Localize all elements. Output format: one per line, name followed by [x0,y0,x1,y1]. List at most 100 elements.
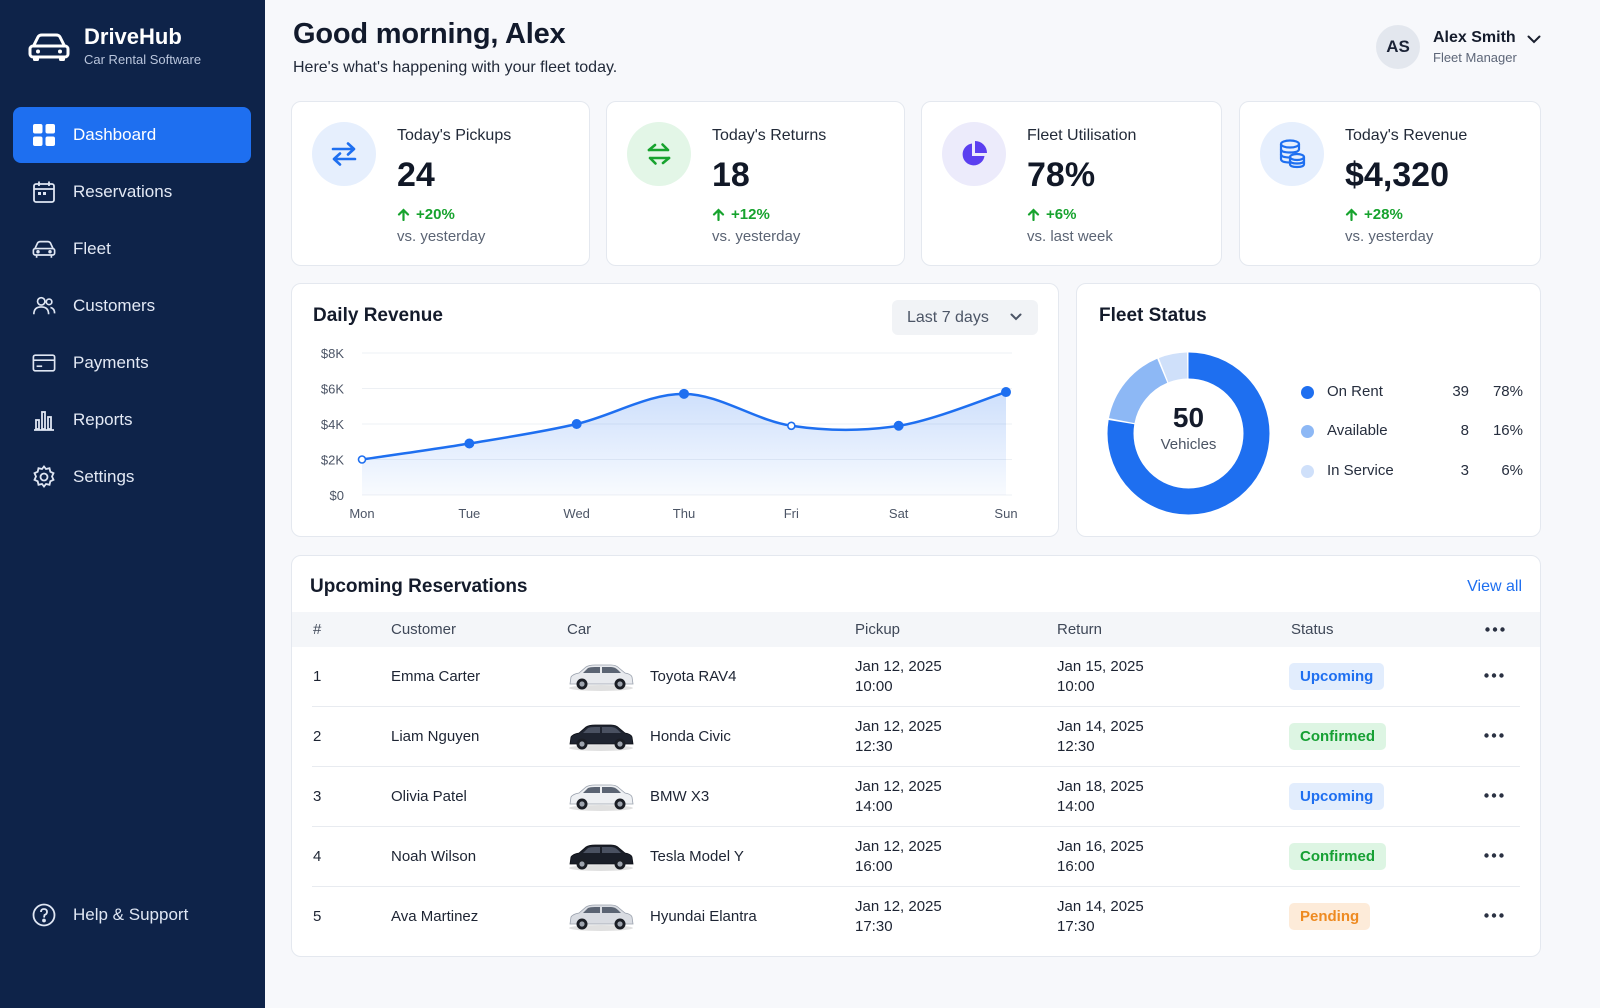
legend-name: On Rent [1327,383,1383,400]
x-tick-label: Thu [673,506,695,521]
car-model: Hyundai Elantra [650,908,757,925]
return-time: 14:00 [1057,798,1095,815]
row-number: 2 [313,728,322,745]
coins-icon [1260,122,1324,186]
stat-card-returns: Today's Returns 18 +12% vs. yesterday [606,101,905,266]
stat-card-revenue: Today's Revenue $4,320 +28% vs. yesterda… [1239,101,1541,266]
return-date: Jan 14, 2025 [1057,718,1144,735]
app-name: DriveHub [84,24,182,49]
legend-dot [1301,425,1314,438]
data-point[interactable] [1001,387,1011,398]
return-date: Jan 15, 2025 [1057,658,1144,675]
customer-name: Ava Martinez [391,908,479,925]
upcoming-reservations-panel: Upcoming Reservations View all # Custome… [291,555,1541,957]
more-options-icon[interactable] [1484,733,1504,738]
sidebar: DriveHub Car Rental Software Dashboard R… [0,0,265,1008]
car-icon [32,237,56,261]
date-range-select[interactable]: Last 7 days [892,300,1038,335]
chevron-down-icon [1010,313,1022,321]
data-point[interactable] [787,421,796,431]
legend-pct: 78% [1492,383,1523,400]
y-tick-label: $6K [321,382,344,397]
stat-delta: +6% [1027,206,1076,223]
table-body: 1 Emma Carter Toyota RAV4 Jan 12, 2025 10… [292,647,1540,949]
sidebar-item-customers[interactable]: Customers [13,278,251,334]
column-header: Status [1291,621,1334,638]
stat-value: 18 [712,156,750,194]
status-badge: Upcoming [1289,663,1385,690]
legend-dot [1301,386,1314,399]
table-row[interactable]: 4 Noah Wilson Tesla Model Y Jan 12, 2025… [312,827,1520,887]
sidebar-item-reservations[interactable]: Reservations [13,164,251,220]
table-row[interactable]: 1 Emma Carter Toyota RAV4 Jan 12, 2025 10… [312,647,1520,707]
donut-segment-on-rent[interactable] [1107,352,1270,515]
legend-pct: 6% [1501,462,1523,479]
more-options-icon[interactable] [1484,793,1504,798]
more-options-icon[interactable] [1485,627,1505,632]
return-date: Jan 14, 2025 [1057,898,1144,915]
data-point[interactable] [357,455,367,464]
view-all-link[interactable]: View all [1467,578,1522,595]
stat-card-pickups: Today's Pickups 24 +20% vs. yesterday [291,101,590,266]
legend-item-on-rent: On Rent 39 78% [1301,383,1523,403]
x-tick-label: Sun [994,506,1017,521]
y-tick-label: $2K [321,453,344,468]
legend-count: 8 [1460,422,1469,439]
user-menu[interactable]: AS Alex Smith Fleet Manager [1376,25,1541,69]
column-header: Car [567,621,592,638]
data-point[interactable] [464,438,475,449]
column-header: Return [1057,621,1103,638]
sidebar-item-dashboard[interactable]: Dashboard [13,107,251,163]
sidebar-item-reports[interactable]: Reports [13,392,251,448]
y-tick-label: $8K [321,346,344,361]
pickup-datetime: Jan 12, 2025 16:00 [855,837,942,877]
table-row[interactable]: 2 Liam Nguyen Honda Civic Jan 12, 2025 12… [312,707,1520,767]
stat-period: vs. yesterday [1345,228,1434,245]
pickup-datetime: Jan 12, 2025 10:00 [855,657,942,697]
brand[interactable]: DriveHub Car Rental Software [28,24,201,67]
help-support-link[interactable]: Help & Support [32,903,188,927]
calendar-icon [32,180,56,204]
data-point[interactable] [571,419,582,429]
column-header: Customer [391,621,457,638]
pickup-date: Jan 12, 2025 [855,658,942,675]
column-header: Pickup [855,621,901,638]
car-thumbnail [569,724,634,751]
table-row[interactable]: 5 Ava Martinez Hyundai Elantra Jan 12, 2… [312,887,1520,947]
row-number: 5 [313,908,322,925]
table-row[interactable]: 3 Olivia Patel BMW X3 Jan 12, 2025 14:00 … [312,767,1520,827]
car-logo-icon [28,33,70,61]
x-tick-label: Sat [889,506,909,521]
car-thumbnail [569,844,634,871]
pickup-date: Jan 12, 2025 [855,778,942,795]
more-options-icon[interactable] [1484,913,1504,918]
users-icon [32,294,56,318]
sidebar-item-label: Settings [73,467,135,486]
sidebar-item-payments[interactable]: Payments [13,335,251,391]
legend-dot [1301,465,1314,478]
sidebar-item-label: Reports [73,410,133,429]
pickup-time: 17:30 [855,918,893,935]
daily-revenue-panel: $0 $2K $4K $6K $8K Mon Tue Wed Thu Fri Sat Sun Dail… [291,283,1059,537]
more-options-icon[interactable] [1484,853,1504,858]
sidebar-item-fleet[interactable]: Fleet [13,221,251,277]
customer-name: Emma Carter [391,668,481,685]
bar-chart-icon [32,408,56,432]
pickup-time: 16:00 [855,858,893,875]
sidebar-item-settings[interactable]: Settings [13,449,251,505]
table-header: # Customer Car Pickup Return Status [292,612,1540,647]
grid-icon [32,123,56,147]
gear-icon [32,465,56,489]
customer-name: Liam Nguyen [391,728,480,745]
stat-value: 78% [1027,156,1096,194]
pickup-date: Jan 12, 2025 [855,898,942,915]
return-time: 16:00 [1057,858,1095,875]
more-options-icon[interactable] [1484,673,1504,678]
data-point[interactable] [893,420,904,431]
stat-label: Today's Returns [712,127,827,144]
panel-title: Daily Revenue [313,305,443,326]
data-point[interactable] [679,388,689,399]
help-support-label: Help & Support [73,905,189,924]
column-header: # [313,621,322,638]
status-badge: Upcoming [1289,783,1385,810]
